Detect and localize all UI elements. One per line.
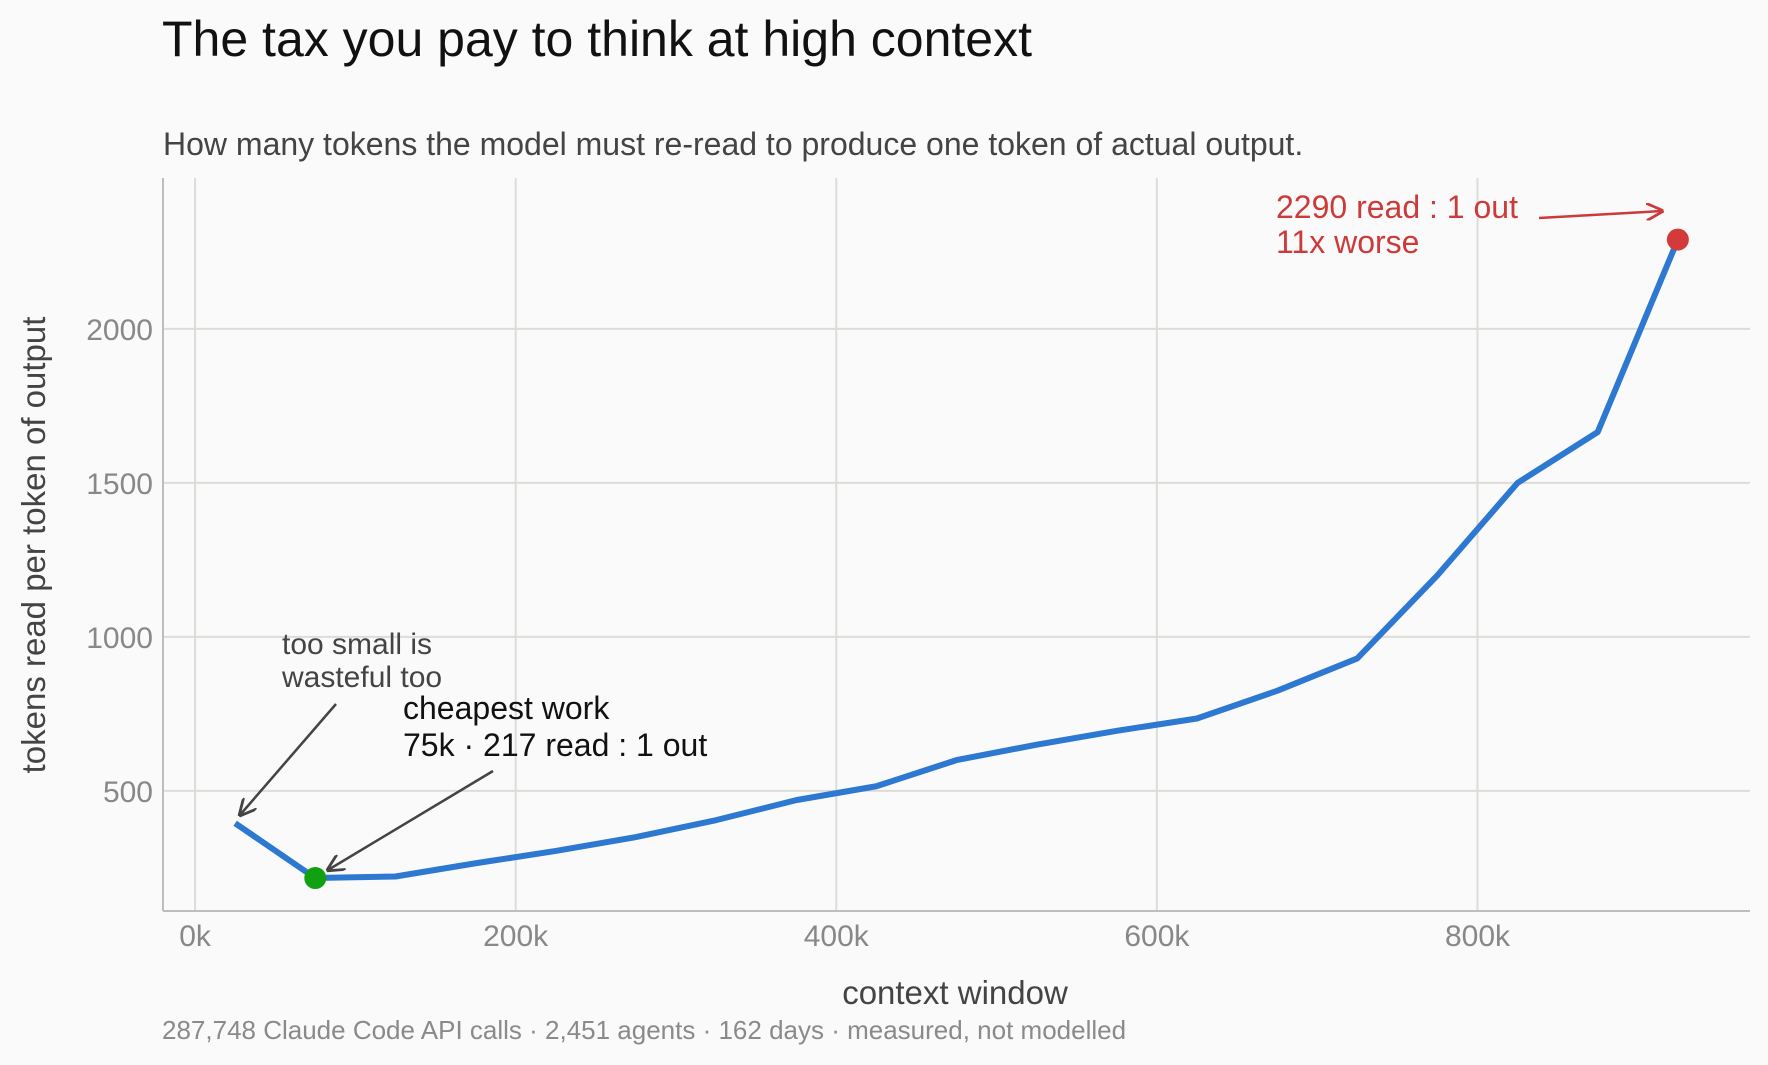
y-tick-label: 1500 [86,468,153,501]
worst-point-marker [1666,228,1689,251]
y-axis-title: tokens read per token of output [15,317,52,774]
annotation-too-small-arrow [240,703,337,815]
cheapest-point-marker [304,867,327,890]
x-tick-label: 200k [483,920,549,953]
x-tick-label: 800k [1445,920,1511,953]
y-tick-label: 1000 [86,622,153,655]
annotation-too-small-line1: too small is [282,628,432,661]
x-axis-title: context window [842,974,1068,1011]
annotation-too-small-line2: wasteful too [281,661,442,694]
chart-footer: 287,748 Claude Code API calls · 2,451 ag… [162,1015,1127,1045]
annotation-worst-line1: 2290 read : 1 out [1276,189,1518,225]
series-layer [233,238,1681,882]
annotation-worst: 2290 read : 1 out 11x worse [1276,189,1662,260]
series-line [233,238,1681,882]
chart-title: The tax you pay to think at high context [162,11,1032,67]
annotation-worst-line2: 11x worse [1276,224,1419,260]
x-tick-label: 600k [1124,920,1190,953]
chart-subtitle: How many tokens the model must re-read t… [163,126,1304,162]
y-tick-label: 500 [103,776,153,809]
annotation-worst-arrow [1538,211,1662,218]
y-tick-label: 2000 [86,314,153,347]
x-tick-label: 400k [804,920,870,953]
axis-layer [162,178,1750,912]
annotation-too-small: too small is wasteful too [240,628,442,815]
marker-layer [304,228,1689,890]
annotation-cheapest: cheapest work 75k · 217 read : 1 out [328,690,707,870]
grid-layer [163,178,1750,911]
annotation-cheapest-line2: 75k · 217 read : 1 out [403,727,707,763]
x-tick-label: 0k [179,920,212,953]
annotation-cheapest-line1: cheapest work [403,690,610,726]
annotation-cheapest-arrow [328,769,494,870]
tick-label-layer: 0k 200k 400k 600k 800k 500 1000 1500 2000 [86,314,1511,953]
